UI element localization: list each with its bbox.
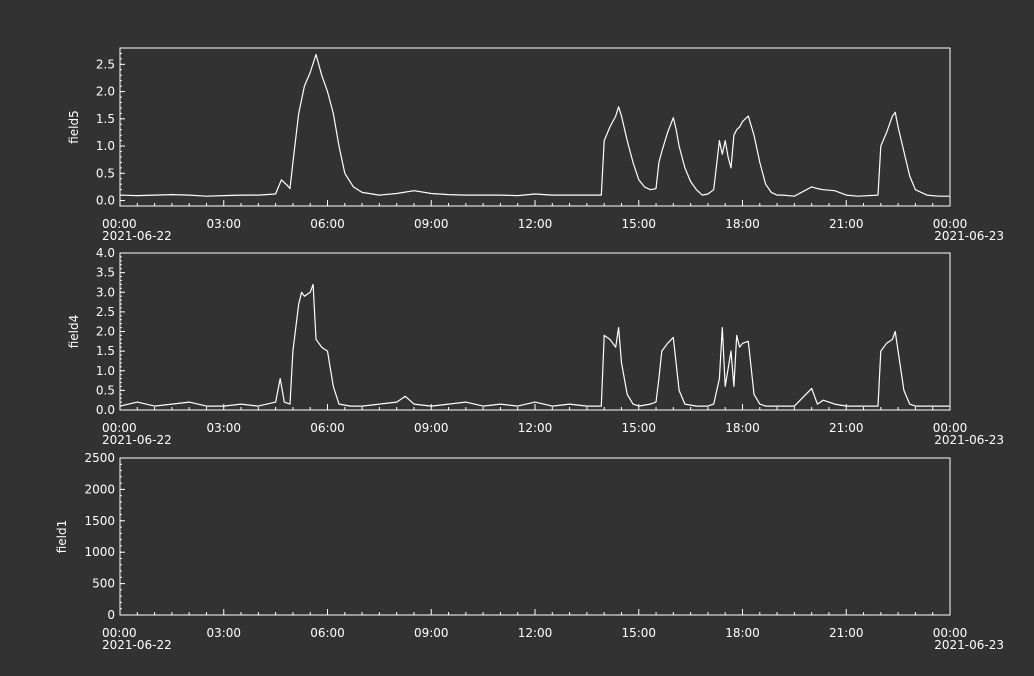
y-tick-label: 500 <box>92 577 115 591</box>
y-tick-label: 0.0 <box>96 194 115 208</box>
y-tick-label: 3.5 <box>96 266 115 280</box>
series-line <box>119 283 950 407</box>
x-tick-label: 2021-06-22 <box>102 433 172 447</box>
x-tick-label: 00:00 <box>933 421 968 435</box>
plot-frame <box>119 252 951 411</box>
x-tick-label: 2021-06-23 <box>934 229 1004 243</box>
y-tick-label: 2.0 <box>96 85 115 99</box>
x-tick-label: 09:00 <box>414 626 449 640</box>
y-tick-label: 1.5 <box>96 112 115 126</box>
y-tick-label: 2.0 <box>96 325 115 339</box>
x-tick-label: 18:00 <box>725 421 760 435</box>
y-tick-label: 2000 <box>84 482 115 496</box>
x-tick-label: 2021-06-23 <box>934 433 1004 447</box>
y-tick-label: 1500 <box>84 514 115 528</box>
x-tick-label: 09:00 <box>414 217 449 231</box>
y-axis-label: field5 <box>67 110 81 144</box>
y-tick-label: 0.0 <box>96 403 115 417</box>
y-tick-label: 2.5 <box>96 305 115 319</box>
x-tick-label: 06:00 <box>310 217 345 231</box>
x-tick-label: 12:00 <box>518 421 553 435</box>
y-tick-label: 3.0 <box>96 285 115 299</box>
y-axis-label: field1 <box>55 520 69 554</box>
x-tick-label: 00:00 <box>102 217 137 231</box>
x-tick-label: 00:00 <box>933 217 968 231</box>
y-tick-label: 1.0 <box>96 139 115 153</box>
y-tick-label: 2500 <box>84 451 115 465</box>
x-tick-label: 21:00 <box>829 217 864 231</box>
x-tick-label: 03:00 <box>206 421 241 435</box>
x-tick-label: 18:00 <box>725 217 760 231</box>
x-tick-label: 2021-06-22 <box>102 638 172 652</box>
x-tick-label: 12:00 <box>518 217 553 231</box>
x-tick-label: 06:00 <box>310 626 345 640</box>
x-tick-label: 00:00 <box>102 626 137 640</box>
y-tick-label: 1.5 <box>96 344 115 358</box>
y-tick-label: 0.5 <box>96 383 115 397</box>
x-tick-label: 12:00 <box>518 626 553 640</box>
x-tick-label: 15:00 <box>621 626 656 640</box>
y-tick-label: 1000 <box>84 545 115 559</box>
x-tick-label: 03:00 <box>206 626 241 640</box>
x-tick-label: 15:00 <box>621 217 656 231</box>
x-tick-label: 2021-06-22 <box>102 229 172 243</box>
series-line <box>119 53 950 197</box>
y-tick-label: 0.5 <box>96 166 115 180</box>
y-tick-label: 0 <box>107 608 115 622</box>
x-tick-label: 00:00 <box>933 626 968 640</box>
plot-frame <box>119 47 951 207</box>
x-tick-label: 09:00 <box>414 421 449 435</box>
x-tick-label: 15:00 <box>621 421 656 435</box>
x-tick-label: 03:00 <box>206 217 241 231</box>
y-axis-label: field4 <box>67 315 81 349</box>
y-tick-label: 1.0 <box>96 364 115 378</box>
x-tick-label: 2021-06-23 <box>934 638 1004 652</box>
x-tick-label: 18:00 <box>725 626 760 640</box>
x-tick-label: 00:00 <box>102 421 137 435</box>
plot-frame <box>119 457 951 616</box>
y-tick-label: 2.5 <box>96 57 115 71</box>
x-tick-label: 06:00 <box>310 421 345 435</box>
x-tick-label: 21:00 <box>829 626 864 640</box>
y-tick-label: 4.0 <box>96 246 115 260</box>
x-tick-label: 21:00 <box>829 421 864 435</box>
